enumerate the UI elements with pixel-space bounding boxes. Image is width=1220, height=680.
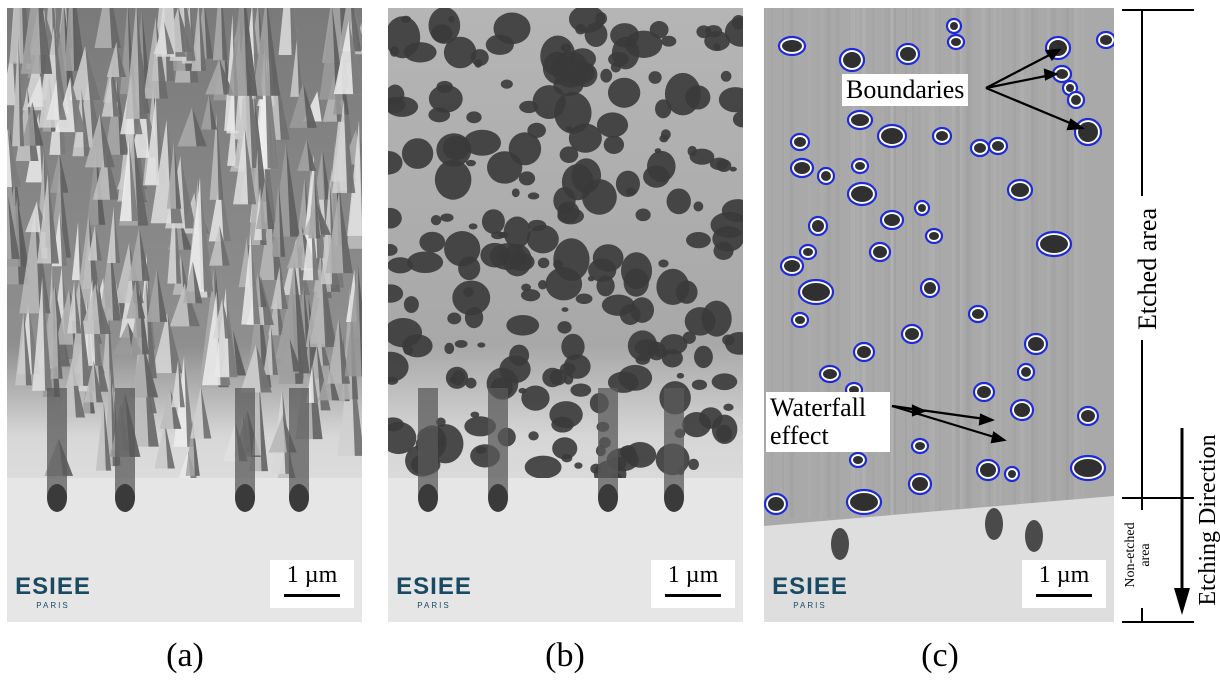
etched-area-label: Etched area	[1133, 208, 1162, 330]
sem-panel-a: ESIEE PARIS 1 µm	[7, 8, 362, 622]
sem-image-a	[7, 8, 362, 622]
scale-bar-label: 1 µm	[1038, 562, 1090, 588]
sem-image-b	[388, 8, 743, 622]
scale-bar-label: 1 µm	[667, 562, 719, 588]
spike-texture	[7, 8, 362, 485]
pore-tips	[831, 508, 1043, 560]
sem-image-c	[764, 8, 1114, 622]
scale-bar-line	[284, 594, 340, 597]
caption-a: (a)	[166, 637, 204, 674]
esiee-logo: ESIEE PARIS	[772, 573, 848, 611]
caption-c: (c)	[921, 637, 959, 674]
scale-bar: 1 µm	[1022, 560, 1106, 608]
boundaries-label: Boundaries	[842, 74, 969, 106]
scale-bar-label: 1 µm	[286, 562, 338, 588]
scale-bar: 1 µm	[270, 560, 354, 608]
pore-tips	[418, 388, 684, 512]
scale-bar-line	[1036, 594, 1092, 597]
etching-direction-arrow	[1174, 428, 1190, 615]
pore-texture	[388, 8, 743, 488]
scale-bar: 1 µm	[651, 560, 735, 608]
non-etched-area-label: Non-etched area	[1123, 522, 1153, 588]
waterfall-effect-label: Waterfall effect	[766, 392, 890, 452]
caption-b: (b)	[545, 637, 585, 674]
etching-direction-label: Etching Direction	[1195, 434, 1220, 606]
annotation-arrows	[891, 48, 1086, 444]
sem-panel-c: Boundaries Waterfall effect ESIEE PARIS …	[764, 8, 1114, 622]
sem-panel-b: ESIEE PARIS 1 µm	[388, 8, 743, 622]
side-brackets	[1122, 9, 1194, 623]
scale-bar-line	[665, 594, 721, 597]
boundary-blobs	[764, 17, 1114, 516]
pore-tips	[47, 388, 309, 512]
esiee-logo: ESIEE PARIS	[396, 573, 472, 611]
esiee-logo: ESIEE PARIS	[15, 573, 91, 611]
